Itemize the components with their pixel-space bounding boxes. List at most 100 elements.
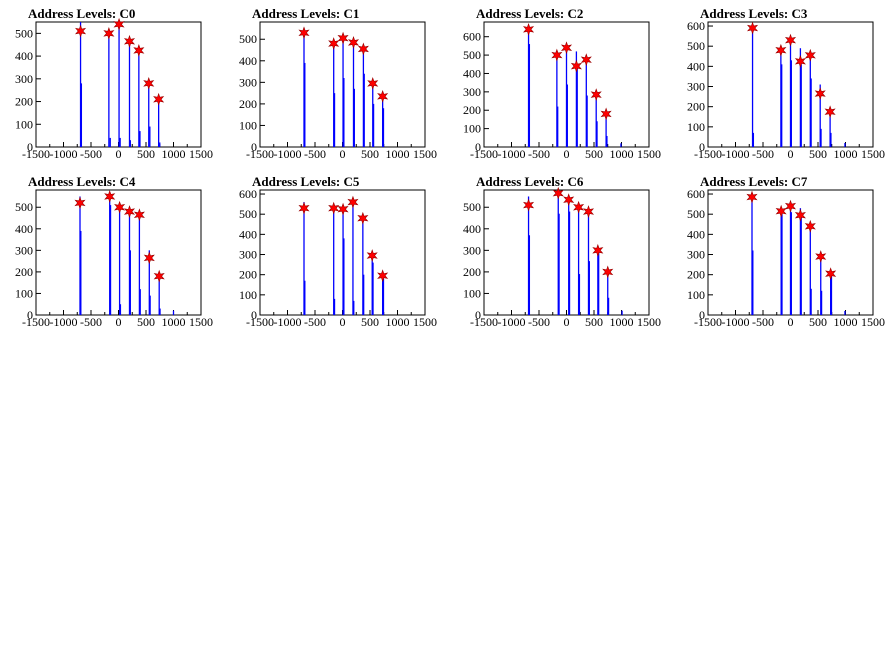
x-tick-label: 1000	[162, 147, 186, 161]
peak-marker	[804, 48, 816, 62]
x-tick-label: -1500	[470, 147, 498, 161]
x-tick-label: 1500	[189, 147, 213, 161]
peak-marker	[298, 26, 310, 40]
peak-marker	[123, 34, 136, 48]
x-tick-label: 0	[564, 315, 570, 329]
peak-marker	[377, 269, 389, 283]
chart-panel-6: Address Levels: C60100200300400500-1500-…	[463, 174, 661, 329]
y-tick-label: 500	[239, 207, 257, 221]
x-tick-label: 1500	[637, 147, 661, 161]
peak-marker	[573, 200, 585, 214]
peak-marker	[570, 59, 582, 73]
x-tick-label: 500	[585, 315, 603, 329]
y-tick-label: 400	[239, 54, 257, 68]
y-tick-label: 300	[687, 80, 705, 94]
chart-panel-7: Address Levels: C7 0 100 200 300 400 500 600 -15…	[687, 174, 885, 329]
x-tick-label: -500	[752, 147, 774, 161]
x-tick-label: -500	[80, 147, 102, 161]
y-tick-label: 200	[687, 268, 705, 282]
x-tick-label: -1000	[274, 315, 302, 329]
peak-marker	[133, 208, 145, 222]
peak-marker	[592, 243, 604, 257]
y-tick-label: 300	[15, 72, 33, 86]
x-tick-label: 1000	[386, 315, 410, 329]
x-tick-label: -500	[752, 315, 774, 329]
peak-marker	[552, 186, 564, 200]
x-tick-label: 500	[809, 315, 827, 329]
x-tick-label: 500	[361, 315, 379, 329]
y-tick-label: 500	[239, 32, 257, 46]
x-tick-label: -1000	[274, 147, 302, 161]
y-tick-label: 200	[15, 95, 33, 109]
y-tick-label: 200	[463, 103, 481, 117]
chart-panel-4: Address Levels: C40100200300400500-1500-…	[15, 174, 213, 329]
y-tick-label: 100	[463, 122, 481, 136]
y-tick-label: 500	[15, 200, 33, 214]
x-tick-label: 0	[788, 315, 794, 329]
x-tick-label: -1000	[498, 147, 526, 161]
chart-panel-5: Address Levels: C5 0 100 200 300 400 500 600 -15…	[239, 174, 437, 329]
x-tick-label: 1000	[834, 147, 858, 161]
peak-marker	[337, 202, 349, 216]
x-tick-label: -500	[304, 315, 326, 329]
y-tick-label: 0	[251, 140, 257, 154]
peak-marker	[143, 251, 155, 265]
x-tick-label: 500	[137, 147, 155, 161]
y-tick-label: 300	[239, 248, 257, 262]
y-tick-label: 500	[15, 26, 33, 40]
peak-marker	[347, 36, 360, 49]
x-tick-label: 1000	[386, 147, 410, 161]
x-tick-label: 500	[361, 147, 379, 161]
y-tick-label: 100	[239, 118, 257, 132]
x-tick-label: 1500	[413, 315, 437, 329]
y-tick-label: 400	[463, 66, 481, 80]
y-tick-label: 600	[687, 19, 705, 33]
x-tick-label: 1500	[189, 315, 213, 329]
peak-marker	[74, 196, 86, 210]
x-tick-label: 1500	[861, 147, 885, 161]
peak-marker	[784, 199, 797, 213]
peak-marker	[113, 17, 125, 31]
y-tick-label: 600	[687, 187, 705, 201]
x-tick-label: -500	[80, 315, 102, 329]
y-tick-label: 500	[687, 39, 705, 53]
peak-marker	[357, 42, 369, 56]
x-tick-label: 0	[116, 315, 122, 329]
y-tick-label: 200	[15, 265, 33, 279]
y-tick-label: 0	[699, 308, 705, 322]
x-tick-label: 0	[340, 315, 346, 329]
x-tick-label: -500	[304, 147, 326, 161]
x-tick-label: 500	[809, 147, 827, 161]
x-tick-label: 0	[564, 147, 570, 161]
peak-marker	[747, 21, 759, 35]
peak-marker	[103, 26, 115, 40]
peak-marker	[600, 107, 612, 121]
plot-frame	[483, 189, 650, 316]
peak-marker	[104, 190, 116, 203]
peak-marker	[523, 198, 535, 212]
peak-marker	[602, 265, 614, 279]
peak-marker	[775, 204, 787, 218]
peak-marker	[824, 105, 836, 119]
y-tick-label: 600	[463, 30, 481, 44]
peak-marker	[551, 48, 563, 62]
peak-marker	[775, 43, 787, 57]
panel-title: Address Levels: C2	[476, 6, 583, 21]
y-tick-label: 0	[27, 308, 33, 322]
peak-marker	[366, 249, 378, 262]
peak-marker	[367, 77, 379, 90]
peak-marker	[133, 44, 145, 57]
y-tick-label: 100	[15, 286, 33, 300]
y-tick-label: 500	[463, 200, 481, 214]
x-tick-label: -1000	[722, 315, 750, 329]
y-tick-label: 500	[687, 207, 705, 221]
peak-marker	[153, 269, 165, 283]
peak-marker	[377, 89, 389, 103]
y-tick-label: 0	[699, 140, 705, 154]
y-tick-label: 300	[687, 248, 705, 262]
y-tick-label: 100	[687, 288, 705, 302]
y-tick-label: 600	[239, 187, 257, 201]
x-tick-label: -1500	[22, 147, 50, 161]
y-tick-label: 400	[687, 59, 705, 73]
